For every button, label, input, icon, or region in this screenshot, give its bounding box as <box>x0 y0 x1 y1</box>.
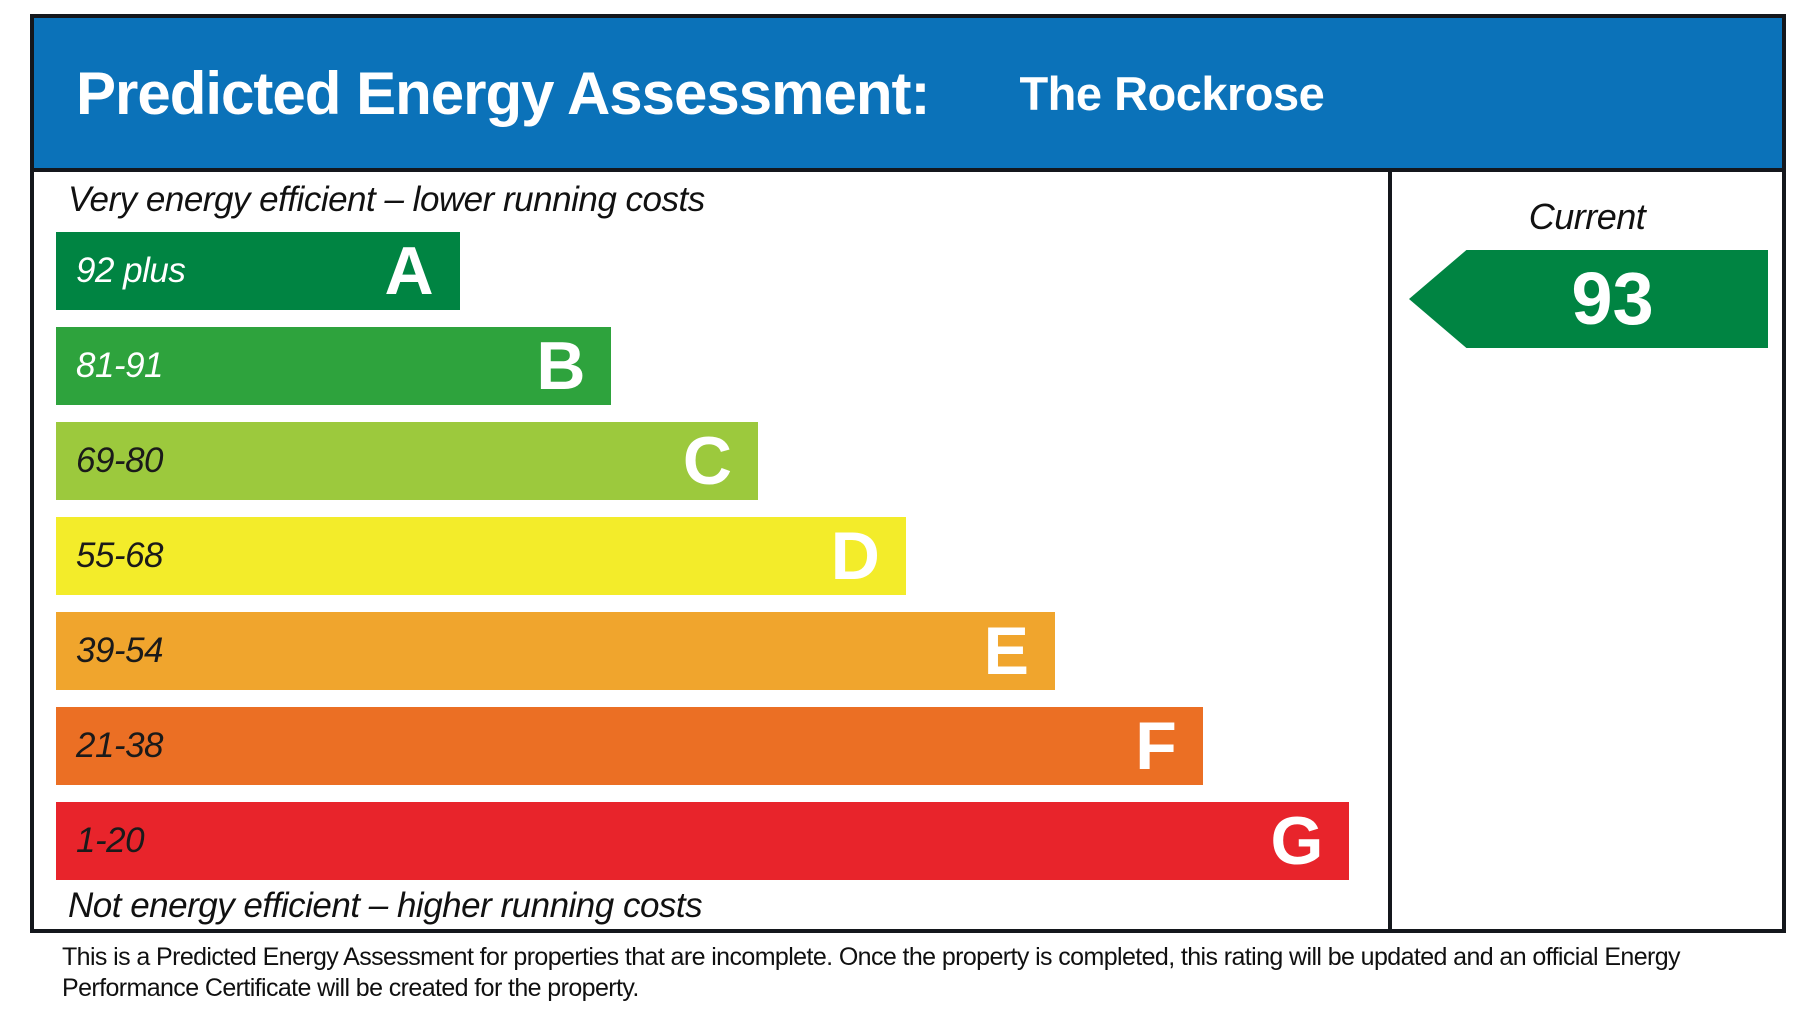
band-letter: C <box>682 423 732 499</box>
rating-scale: Very energy efficient – lower running co… <box>34 172 1388 929</box>
band-row-d: 55-68 D <box>56 517 906 595</box>
band-letter: E <box>983 613 1029 689</box>
current-rating-arrow: 93 <box>1409 250 1768 348</box>
band-letter: D <box>830 518 880 594</box>
property-name: The Rockrose <box>1019 66 1325 120</box>
band-row-g: 1-20 G <box>56 802 1350 880</box>
band-letter: A <box>384 233 434 309</box>
band-range-label: 1-20 <box>76 821 145 860</box>
band-range-label: 55-68 <box>76 536 164 575</box>
footer-note: This is a Predicted Energy Assessment fo… <box>62 943 1681 1002</box>
band-row-a: 92 plus A <box>56 232 460 310</box>
bottom-caption: Not energy efficient – higher running co… <box>68 886 703 925</box>
page-title: Predicted Energy Assessment: <box>76 59 930 127</box>
band-row-c: 69-80 C <box>56 422 758 500</box>
band-range-label: 21-38 <box>76 726 164 765</box>
band-range-label: 92 plus <box>76 251 186 290</box>
band-range-label: 69-80 <box>76 441 164 480</box>
top-caption: Very energy efficient – lower running co… <box>68 180 705 219</box>
band-row-e: 39-54 E <box>56 612 1055 690</box>
chart-frame: Predicted Energy Assessment: The Rockros… <box>30 14 1786 933</box>
band-letter: F <box>1135 708 1177 784</box>
current-rating-value: 93 <box>1571 257 1654 340</box>
current-column: Current 93 <box>1388 172 1782 929</box>
band-row-b: 81-91 B <box>56 327 612 405</box>
band-letter: G <box>1270 803 1324 879</box>
band-list: 92 plus A 81-91 B 69-80 C 55-68 D <box>56 232 1388 897</box>
band-range-label: 39-54 <box>76 631 164 670</box>
band-letter: B <box>536 328 586 404</box>
band-row-f: 21-38 F <box>56 707 1203 785</box>
chart-body: Very energy efficient – lower running co… <box>34 172 1782 929</box>
header-bar: Predicted Energy Assessment: The Rockros… <box>34 18 1782 172</box>
band-range-label: 81-91 <box>76 346 164 385</box>
current-heading: Current <box>1528 196 1646 237</box>
